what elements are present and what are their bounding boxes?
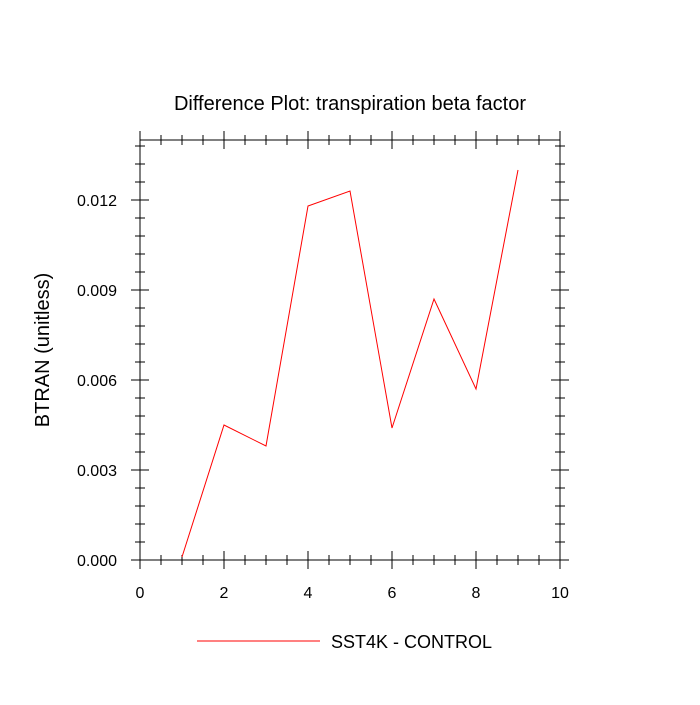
plot-frame [140, 140, 560, 560]
x-tick-label-4: 8 [472, 585, 481, 602]
x-tick-label-3: 6 [388, 585, 397, 602]
y-tick-labels: 0.000 0.003 0.006 0.009 0.012 [77, 193, 117, 570]
legend-label-sst4k-control: SST4K - CONTROL [331, 632, 492, 652]
y-tick-label-2: 0.006 [77, 373, 117, 390]
legend: SST4K - CONTROL [197, 632, 492, 652]
x-tick-label-2: 4 [304, 585, 313, 602]
x-tick-label-1: 2 [220, 585, 229, 602]
y-tick-label-4: 0.012 [77, 193, 117, 210]
series-line-sst4k-control [182, 170, 518, 557]
y-tick-label-1: 0.003 [77, 463, 117, 480]
y-tick-label-0: 0.000 [77, 553, 117, 570]
y-tick-label-3: 0.009 [77, 283, 117, 300]
x-tick-label-0: 0 [136, 585, 145, 602]
y-axis-label: BTRAN (unitless) [32, 273, 54, 427]
chart-title: Difference Plot: transpiration beta fact… [174, 93, 526, 115]
major-ticks [131, 131, 569, 569]
series-layer [182, 170, 518, 557]
x-tick-labels: 0 2 4 6 8 10 [136, 585, 569, 602]
x-tick-label-5: 10 [551, 585, 569, 602]
